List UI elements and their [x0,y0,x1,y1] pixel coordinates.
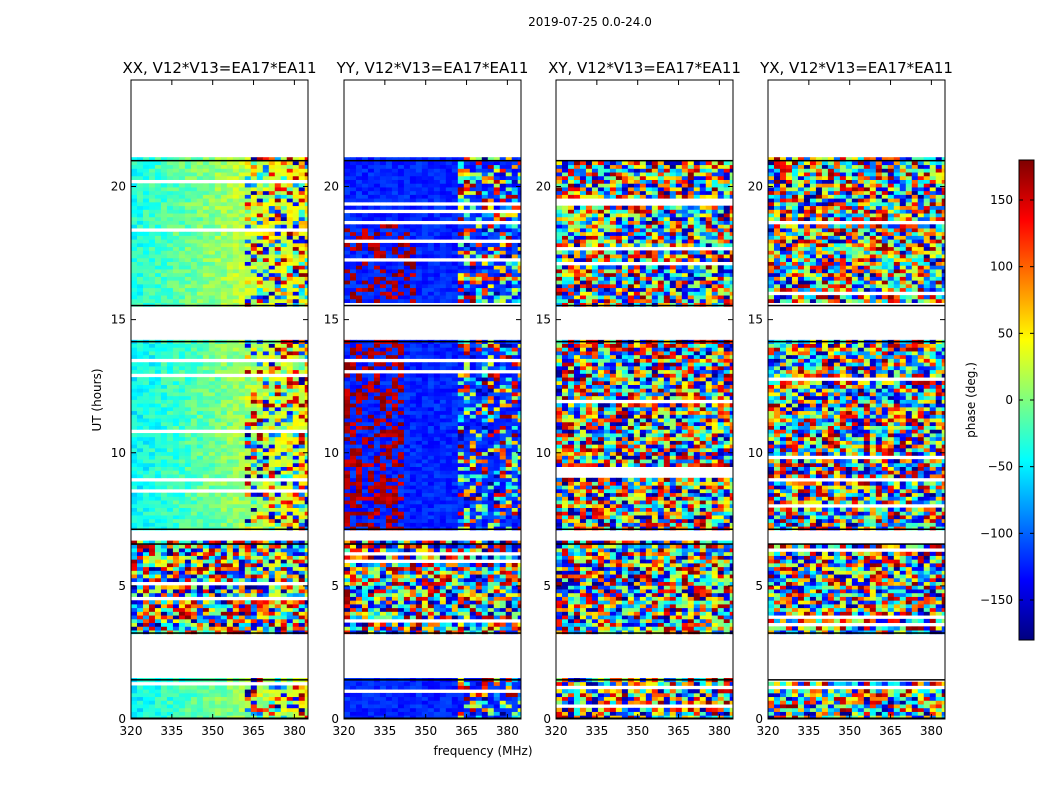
phase-heatmap-image [344,157,521,719]
colorbar-tick-label: 150 [990,193,1013,207]
x-tick-label: 335 [797,724,820,738]
y-axis-label: UT (hours) [90,368,104,431]
panel-1: XX, V12*V13=EA17*EA11 320 335 350 365 380 0 5 10… [111,59,317,738]
x-axis-label: frequency (MHz) [433,744,532,758]
panel-title: XY, V12*V13=EA17*EA11 [548,59,741,77]
panel-title: YX, V12*V13=EA17*EA11 [759,59,953,77]
y-tick-label: 15 [536,313,551,327]
x-tick-label: 380 [920,724,943,738]
y-tick-label: 0 [543,712,551,726]
x-tick-label: 380 [496,724,519,738]
colorbar-label: phase (deg.) [964,362,978,438]
x-tick-label: 365 [455,724,478,738]
panel-frame [555,79,734,720]
panel-frame [343,79,522,720]
y-tick-label: 0 [331,712,339,726]
phase-heatmap-image [131,157,308,719]
panel-3: XY, V12*V13=EA17*EA11 320 335 350 365 380 0 5 10… [536,59,741,738]
colorbar-tick-label: 100 [990,260,1013,274]
phase-heatmap-image [768,157,945,719]
panel-frame [767,79,946,720]
colorbar-tick-label: 0 [1005,393,1013,407]
panel-4: YX, V12*V13=EA17*EA11 320 335 350 365 380 0 5 10… [748,59,953,738]
x-tick-label: 380 [708,724,731,738]
figure-suptitle: 2019-07-25 0.0-24.0 [528,15,652,29]
y-tick-label: 15 [748,313,763,327]
x-tick-label: 335 [160,724,183,738]
x-tick-label: 335 [373,724,396,738]
y-tick-label: 10 [748,446,763,460]
y-tick-label: 20 [536,180,551,194]
y-tick-label: 0 [755,712,763,726]
x-tick-label: 320 [333,724,356,738]
x-tick-label: 365 [667,724,690,738]
colorbar: −150 −100 −50 0 50 100 150 phase (deg.) [964,159,1035,641]
x-tick-label: 320 [757,724,780,738]
y-tick-label: 5 [543,579,551,593]
y-tick-label: 15 [324,313,339,327]
y-tick-label: 10 [324,446,339,460]
panels-group: XX, V12*V13=EA17*EA11 320 335 350 365 380 0 5 10… [111,59,953,738]
phase-heatmap-image [556,159,733,719]
y-tick-label: 10 [536,446,551,460]
panel-2: YY, V12*V13=EA17*EA11 320 335 350 365 380 0 5 10… [324,59,529,738]
x-tick-label: 335 [585,724,608,738]
y-tick-label: 5 [118,579,126,593]
x-tick-label: 350 [414,724,437,738]
y-tick-label: 10 [111,446,126,460]
y-tick-label: 0 [118,712,126,726]
x-tick-label: 320 [120,724,143,738]
y-tick-label: 5 [331,579,339,593]
y-tick-label: 15 [111,313,126,327]
x-tick-label: 350 [626,724,649,738]
x-tick-label: 350 [838,724,861,738]
colorbar-tick-label: 50 [998,326,1013,340]
x-tick-label: 380 [283,724,306,738]
y-tick-label: 5 [755,579,763,593]
panel-title: XX, V12*V13=EA17*EA11 [122,59,316,77]
colorbar-tick-label: −150 [980,593,1013,607]
colorbar-tick-label: −100 [980,526,1013,540]
panel-title: YY, V12*V13=EA17*EA11 [336,59,529,77]
colorbar-tick-label: −50 [988,460,1013,474]
x-tick-label: 320 [545,724,568,738]
y-tick-label: 20 [324,180,339,194]
x-tick-label: 350 [201,724,224,738]
x-tick-label: 365 [242,724,265,738]
y-tick-label: 20 [748,180,763,194]
y-tick-label: 20 [111,180,126,194]
panel-frame [130,79,309,720]
x-tick-label: 365 [879,724,902,738]
